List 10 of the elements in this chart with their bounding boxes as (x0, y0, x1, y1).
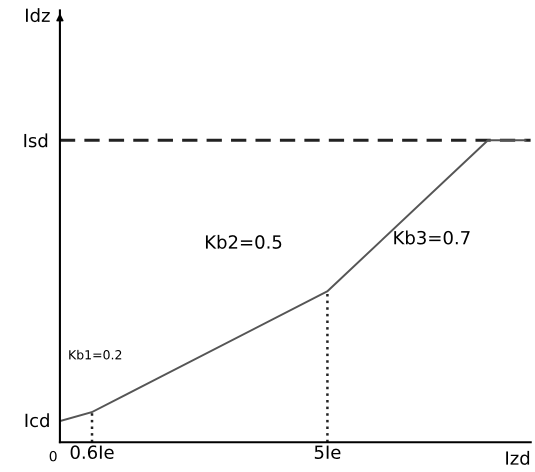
text: Idz (26, 8, 50, 22)
x-axis-title: Izd (506, 450, 530, 465)
text: Icd (26, 413, 49, 428)
annotation: Kb2=0.5 (206, 234, 282, 249)
annotation: Kb3=0.7 (394, 230, 470, 245)
ref-line-label: Isd (24, 133, 48, 148)
x-tick-label: 0.6Ie (70, 445, 114, 460)
annotation: Kb1=0.2 (69, 350, 122, 360)
x-tick-label: 5Ie (314, 446, 340, 460)
text: 0 (50, 450, 57, 462)
